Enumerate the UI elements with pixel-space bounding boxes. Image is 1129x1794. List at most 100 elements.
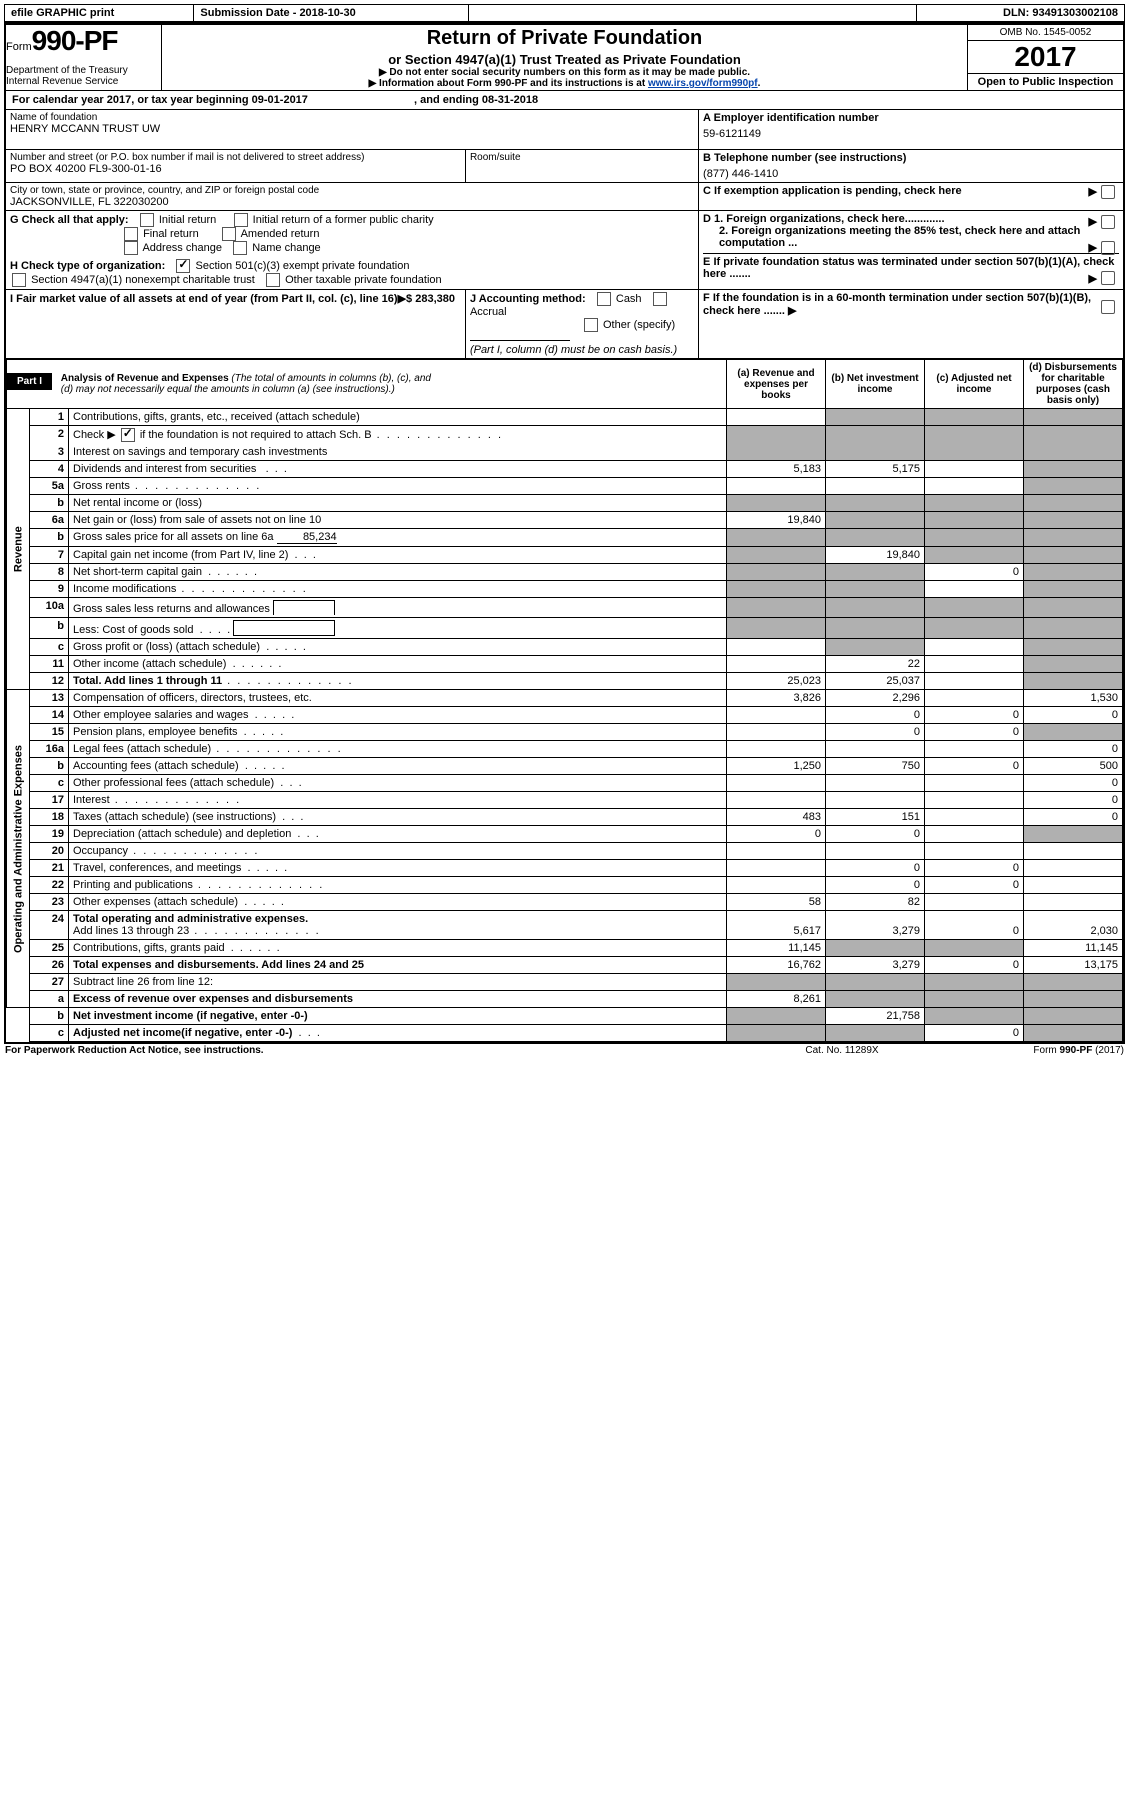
line-15-c: 0 [925, 724, 1024, 741]
line-16a-d: 0 [1024, 741, 1123, 758]
line-14-c: 0 [925, 707, 1024, 724]
line-8-desc: Net short-term capital gain . . . . . . [69, 564, 727, 581]
line-14-d: 0 [1024, 707, 1123, 724]
line-27a-a: 8,261 [727, 991, 826, 1008]
line-7-num: 7 [30, 547, 69, 564]
line-13-desc: Compensation of officers, directors, tru… [69, 690, 727, 707]
part1-badge: Part I [7, 373, 52, 390]
checkbox-initial-return[interactable] [140, 213, 154, 227]
line-13-d: 1,530 [1024, 690, 1123, 707]
checkbox-name-change[interactable] [233, 241, 247, 255]
line-11-num: 11 [30, 656, 69, 673]
line-1-d [1024, 409, 1123, 426]
line-26-c: 0 [925, 957, 1024, 974]
line-14-num: 14 [30, 707, 69, 724]
j3-label: Other (specify) [603, 319, 675, 331]
line-16b-a: 1,250 [727, 758, 826, 775]
line-23-num: 23 [30, 894, 69, 911]
page-footer: For Paperwork Reduction Act Notice, see … [4, 1044, 1125, 1057]
checkbox-other-taxable[interactable] [266, 273, 280, 287]
checkbox-cash[interactable] [597, 292, 611, 306]
line-16b-d: 500 [1024, 758, 1123, 775]
checkbox-status-terminated[interactable] [1101, 271, 1115, 285]
line-27a-num: a [30, 991, 69, 1008]
line-14-desc: Other employee salaries and wages . . . … [69, 707, 727, 724]
line-19-a: 0 [727, 826, 826, 843]
checkbox-address-change[interactable] [124, 241, 138, 255]
line-8-num: 8 [30, 564, 69, 581]
line-24-c: 0 [925, 911, 1024, 940]
line-24-num: 24 [30, 911, 69, 940]
line-27b-b: 21,758 [826, 1008, 925, 1025]
checkbox-final-return[interactable] [124, 227, 138, 241]
line-16a-desc: Legal fees (attach schedule) [69, 741, 727, 758]
line-10b-num: b [30, 618, 69, 639]
street-address: PO BOX 40200 FL9-300-01-16 [10, 163, 461, 175]
line-6a-a: 19,840 [727, 512, 826, 529]
dln: DLN: 93491303002108 [916, 5, 1124, 22]
line-10a-desc: Gross sales less returns and allowances [69, 598, 727, 618]
top-bar: efile GRAPHIC print Submission Date - 20… [4, 4, 1125, 22]
line-27-desc: Subtract line 26 from line 12: [69, 974, 727, 991]
line-15-b: 0 [826, 724, 925, 741]
info-suffix: . [758, 78, 761, 89]
line-6a-desc: Net gain or (loss) from sale of assets n… [69, 512, 727, 529]
line-18-b: 151 [826, 809, 925, 826]
checkbox-foreign-org[interactable] [1101, 215, 1115, 229]
info-prefix: ▶ Information about Form 990-PF and its … [369, 78, 648, 89]
checkbox-501c3[interactable] [176, 259, 190, 273]
tax-year: 2017 [968, 41, 1123, 73]
line-26-a: 16,762 [727, 957, 826, 974]
dln-label: DLN: [1003, 7, 1032, 19]
line-5a-num: 5a [30, 478, 69, 495]
line-2-desc: Check ▶ if the foundation is not require… [69, 426, 727, 445]
line-20-desc: Occupancy [69, 843, 727, 860]
line-23-a: 58 [727, 894, 826, 911]
line-16b-desc: Accounting fees (attach schedule) . . . … [69, 758, 727, 775]
line-11-desc: Other income (attach schedule) . . . . .… [69, 656, 727, 673]
foundation-name: HENRY MCCANN TRUST UW [10, 123, 694, 135]
line-17-desc: Interest [69, 792, 727, 809]
phone-label: B Telephone number (see instructions) [703, 152, 1119, 164]
checkbox-foreign-85[interactable] [1101, 241, 1115, 255]
other-specify-blank[interactable] [470, 340, 570, 341]
footer-formno: Form 990-PF (2017) [943, 1044, 1125, 1057]
irs-link[interactable]: www.irs.gov/form990pf [648, 78, 758, 89]
line-25-d: 11,145 [1024, 940, 1123, 957]
line-21-c: 0 [925, 860, 1024, 877]
checkbox-accrual[interactable] [653, 292, 667, 306]
g2-label: Initial return of a former public charit… [253, 214, 434, 226]
line-27c-desc: Adjusted net income(if negative, enter -… [69, 1025, 727, 1042]
line-5b-num: b [30, 495, 69, 512]
j-note: (Part I, column (d) must be on cash basi… [470, 344, 677, 356]
line-12-desc: Total. Add lines 1 through 11 [69, 673, 727, 690]
line-19-num: 19 [30, 826, 69, 843]
dept-treasury: Department of the Treasury [6, 65, 161, 76]
line-27b-desc: Net investment income (if negative, ente… [69, 1008, 727, 1025]
checkbox-60-month[interactable] [1101, 300, 1115, 314]
checkbox-other-method[interactable] [584, 318, 598, 332]
line-22-b: 0 [826, 877, 925, 894]
line-10b-desc: Less: Cost of goods sold . . . . [69, 618, 727, 639]
sub-date-label: Submission Date - [200, 7, 299, 19]
j2-label: Accrual [470, 306, 507, 318]
arrow-icon: ▶ [1089, 241, 1097, 254]
col-c-header: (c) Adjusted net income [925, 360, 1024, 409]
line-26-num: 26 [30, 957, 69, 974]
checkbox-exemption[interactable] [1101, 185, 1115, 199]
line-18-desc: Taxes (attach schedule) (see instruction… [69, 809, 727, 826]
line-5a-desc: Gross rents [69, 478, 727, 495]
name-label: Name of foundation [10, 112, 694, 123]
line-18-num: 18 [30, 809, 69, 826]
line-6b-num: b [30, 529, 69, 547]
part1-title: Analysis of Revenue and Expenses [61, 373, 229, 384]
checkbox-4947a1[interactable] [12, 273, 26, 287]
efile-print[interactable]: efile GRAPHIC print [5, 5, 194, 22]
room-label: Room/suite [470, 152, 694, 163]
checkbox-sch-b[interactable] [121, 428, 135, 442]
checkbox-initial-former[interactable] [234, 213, 248, 227]
checkbox-amended-return[interactable] [222, 227, 236, 241]
line-23-desc: Other expenses (attach schedule) . . . .… [69, 894, 727, 911]
e-label: E If private foundation status was termi… [703, 256, 1114, 280]
h-label: H Check type of organization: [10, 260, 165, 272]
